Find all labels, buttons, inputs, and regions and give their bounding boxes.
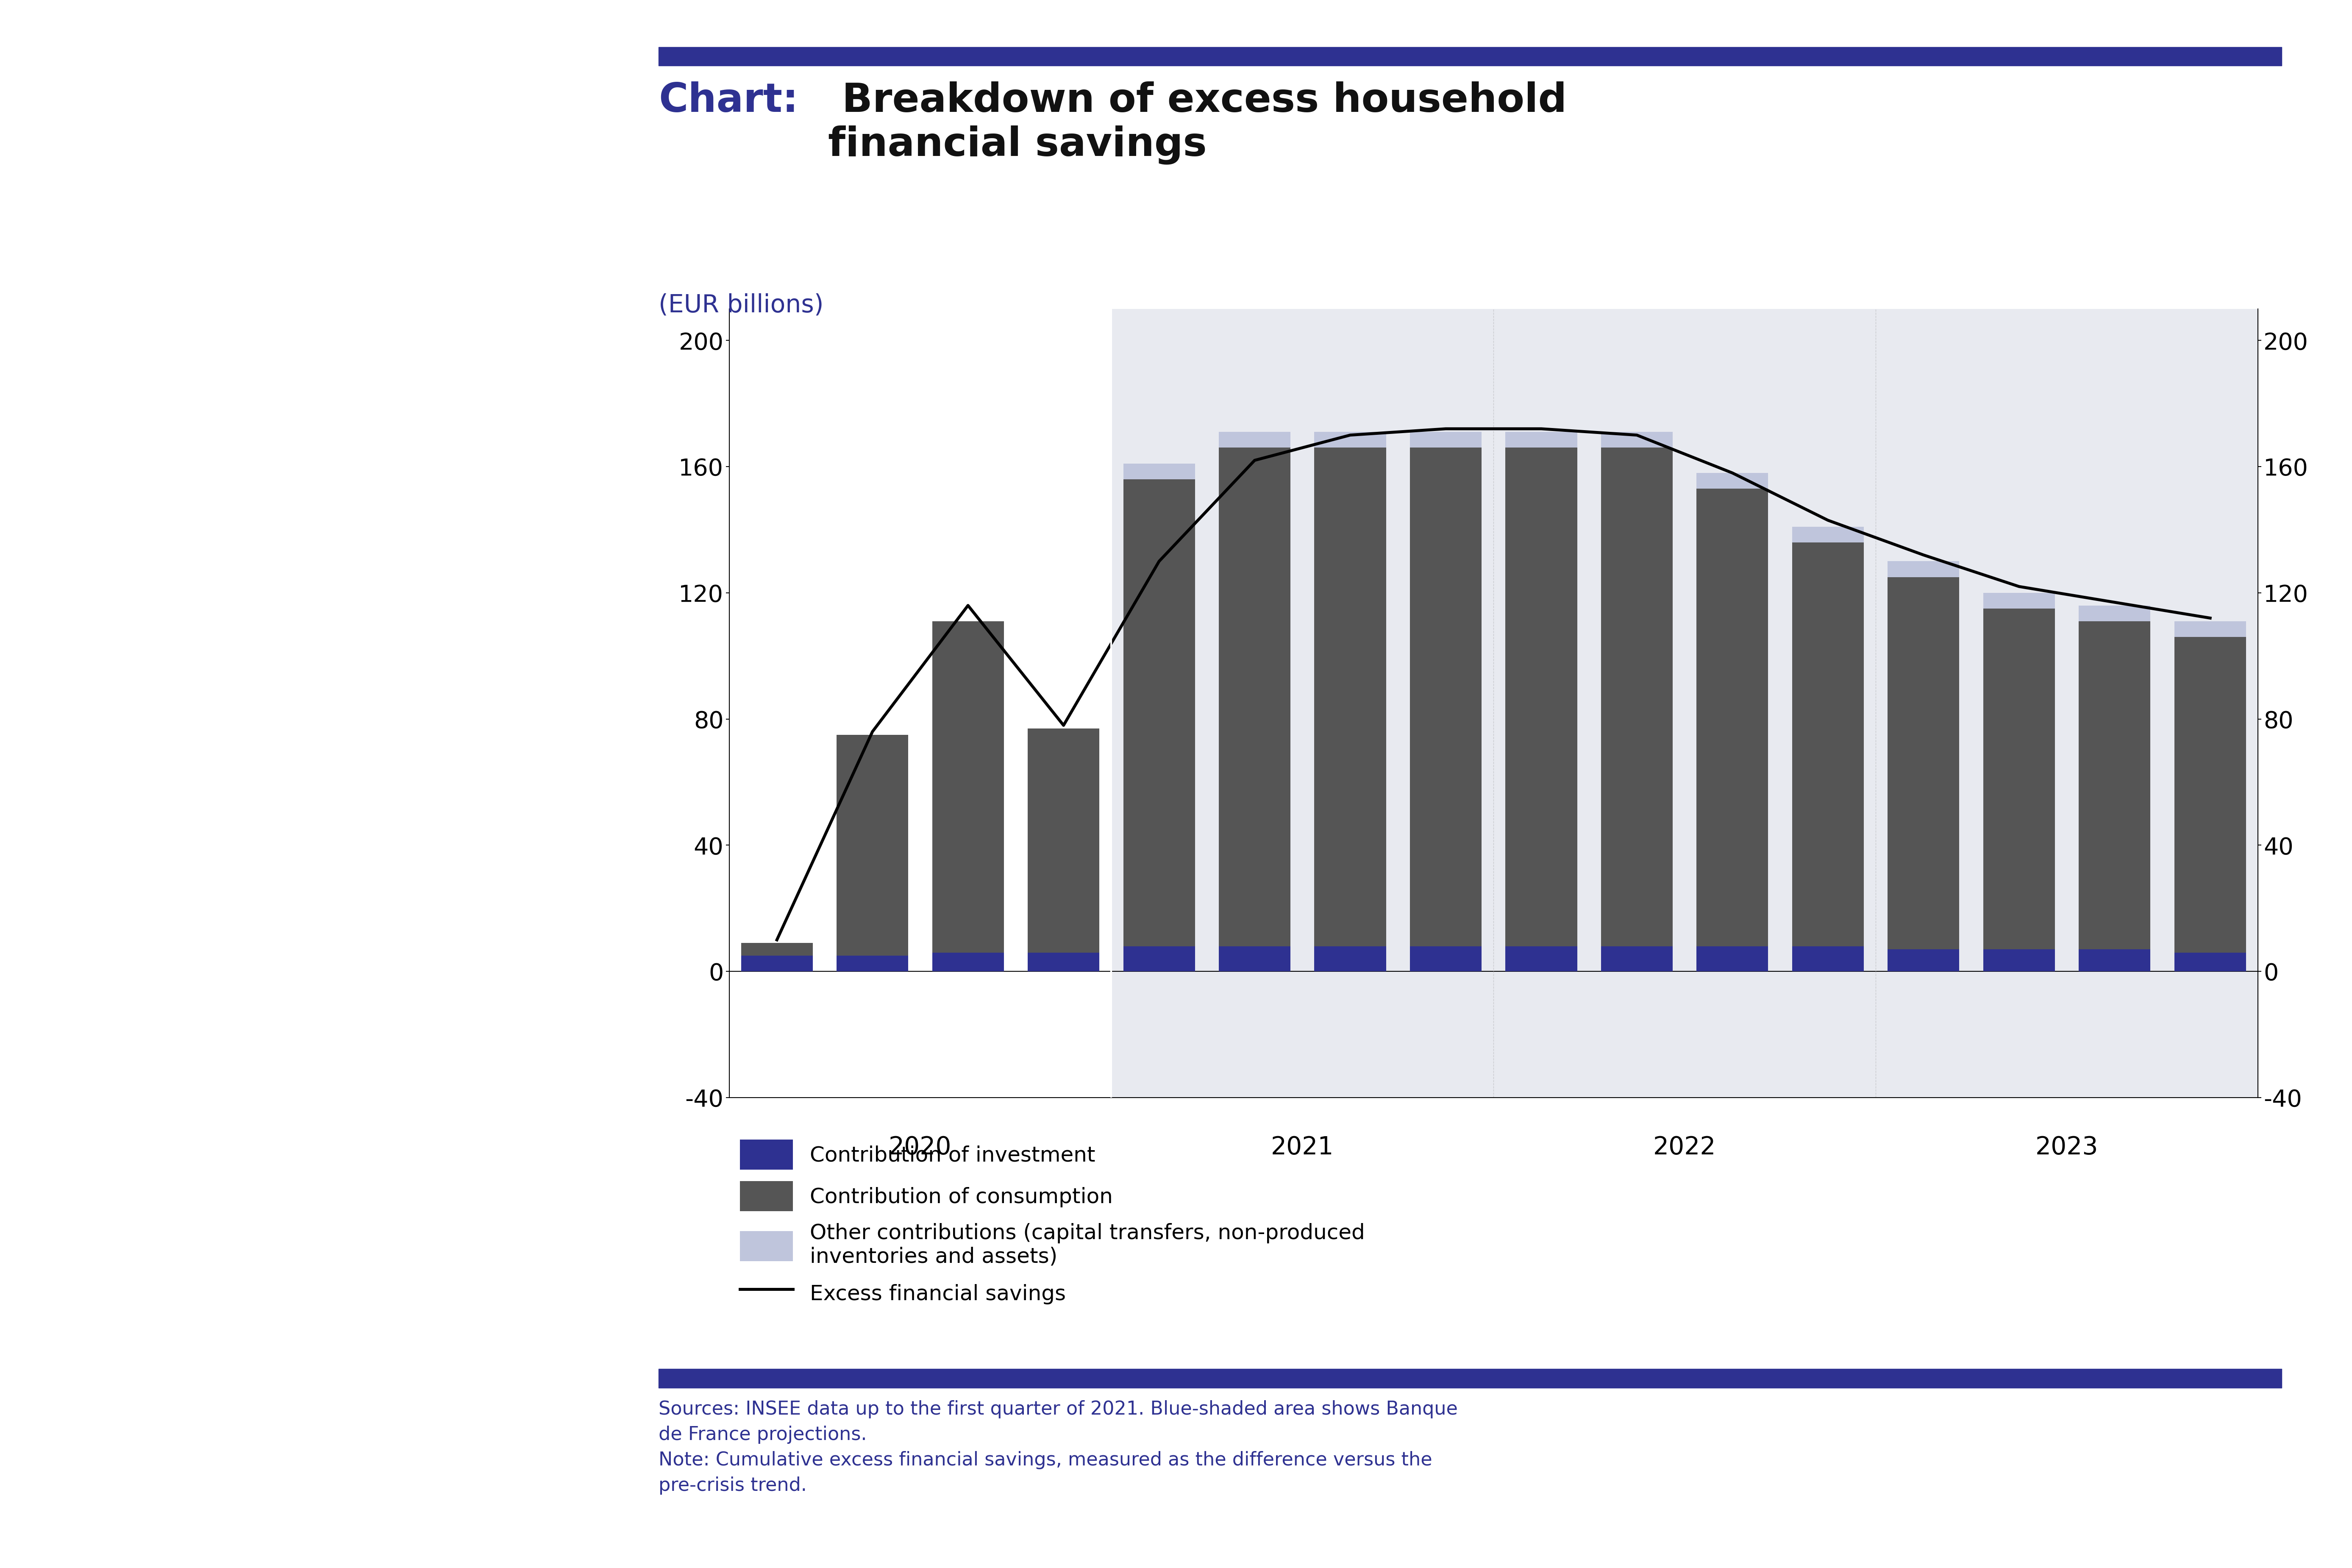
Bar — [1792, 946, 1863, 972]
Bar — [1124, 464, 1195, 480]
Bar — [2173, 637, 2246, 952]
Bar — [1983, 593, 2056, 608]
Text: 2020: 2020 — [889, 1135, 953, 1160]
Text: Chart:: Chart: — [659, 82, 797, 121]
Bar — [931, 952, 1004, 972]
Bar — [1602, 946, 1672, 972]
Bar — [1315, 448, 1385, 946]
Bar — [1124, 946, 1195, 972]
Bar — [931, 621, 1004, 952]
Bar — [2173, 952, 2246, 972]
Text: 2023: 2023 — [2034, 1135, 2098, 1160]
Text: Sources: INSEE data up to the first quarter of 2021. Blue-shaded area shows Banq: Sources: INSEE data up to the first quar… — [659, 1400, 1458, 1494]
Bar — [1696, 474, 1769, 489]
Bar — [1983, 608, 2056, 949]
Bar — [1112, 309, 2258, 1098]
Text: (EUR billions): (EUR billions) — [659, 293, 823, 317]
Bar — [1124, 480, 1195, 946]
Bar — [2079, 621, 2150, 949]
Bar — [1889, 949, 1959, 972]
Bar — [1983, 949, 2056, 972]
Bar — [1218, 946, 1291, 972]
Bar — [2079, 605, 2150, 621]
Bar — [1409, 946, 1482, 972]
Bar — [1315, 431, 1385, 448]
Bar — [1218, 448, 1291, 946]
Bar — [1505, 946, 1578, 972]
Bar — [1028, 952, 1098, 972]
Text: 2021: 2021 — [1270, 1135, 1334, 1160]
Bar — [1505, 431, 1578, 448]
Bar — [1696, 489, 1769, 946]
Bar — [741, 955, 814, 972]
Legend: Contribution of investment, Contribution of consumption, Other contributions (ca: Contribution of investment, Contribution… — [741, 1140, 1364, 1308]
Bar — [1889, 577, 1959, 949]
Bar — [837, 955, 908, 972]
Bar — [741, 942, 814, 955]
Bar — [1028, 729, 1098, 952]
Bar — [1696, 946, 1769, 972]
Bar — [2079, 949, 2150, 972]
Text: Breakdown of excess household
financial savings: Breakdown of excess household financial … — [828, 82, 1566, 165]
Bar — [1409, 448, 1482, 946]
Bar — [2173, 621, 2246, 637]
Bar — [1315, 946, 1385, 972]
Bar — [1889, 561, 1959, 577]
Bar — [837, 735, 908, 955]
Bar — [1602, 448, 1672, 946]
Bar — [1218, 431, 1291, 448]
Bar — [1602, 431, 1672, 448]
Bar — [1409, 431, 1482, 448]
Text: 2022: 2022 — [1653, 1135, 1717, 1160]
Bar — [1505, 448, 1578, 946]
Bar — [1792, 527, 1863, 543]
Bar — [1792, 543, 1863, 946]
